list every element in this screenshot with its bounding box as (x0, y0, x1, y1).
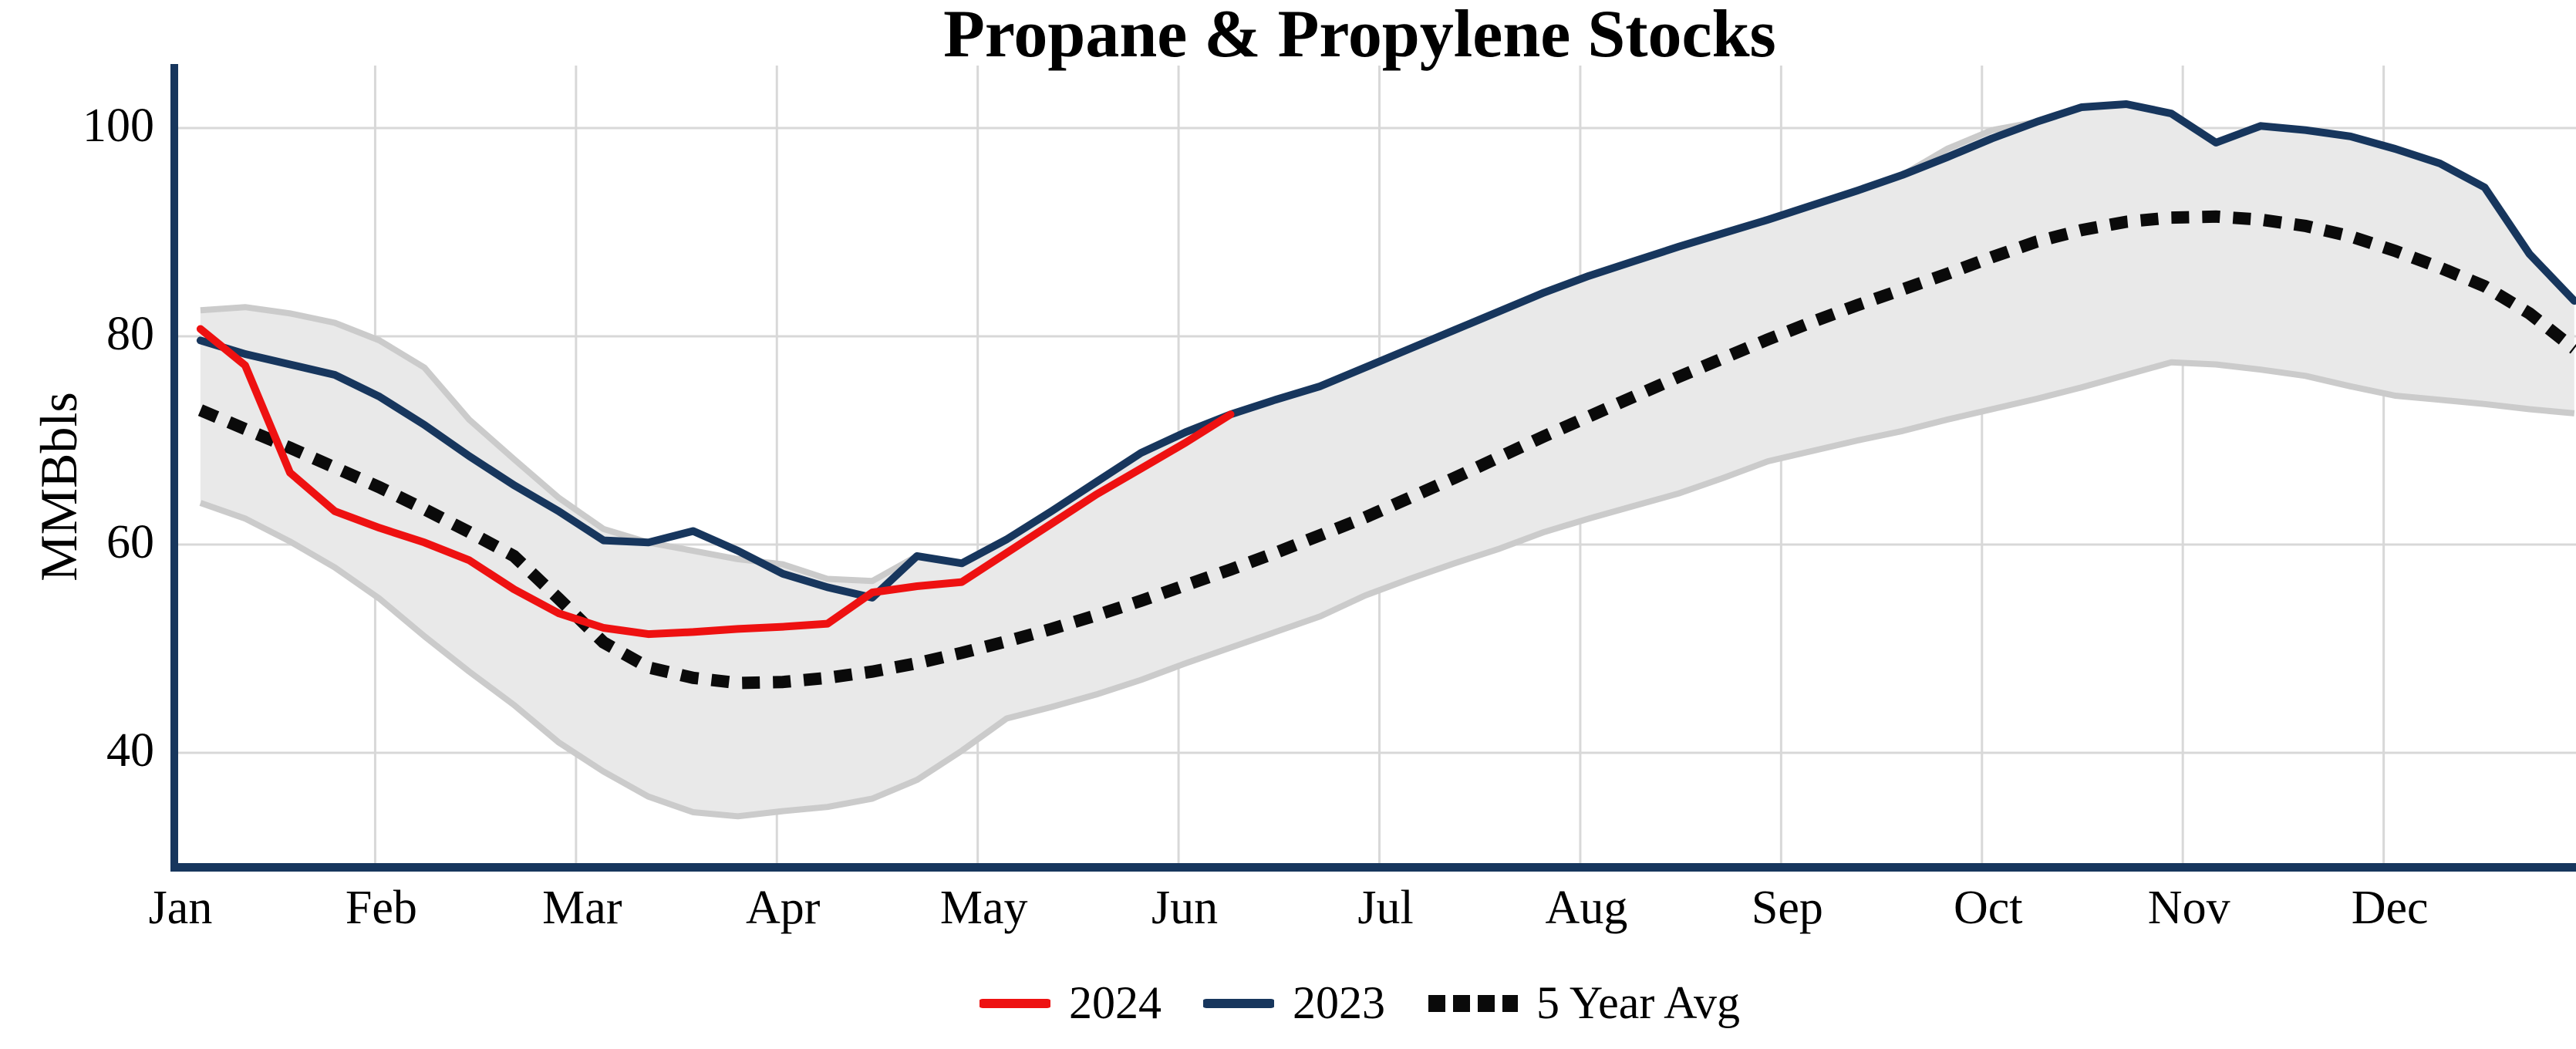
x-tick-label-jan: Jan (148, 882, 213, 934)
five-year-range-band-bottom-edge (199, 359, 2575, 820)
x-tick-label-dec: Dec (2351, 882, 2429, 934)
y-tick-label-100: 100 (83, 100, 154, 152)
y-tick-label-60: 60 (106, 516, 154, 568)
legend-swatch-5yr-avg-dotted-icon (1428, 994, 1519, 1012)
x-tick-label-jul: Jul (1357, 882, 1414, 934)
series-2023-line (196, 100, 2576, 602)
x-tick-label-may: May (939, 882, 1028, 934)
legend-label-2024: 2024 (1069, 977, 1162, 1028)
legend-swatch-2023-line-icon (1203, 998, 1275, 1008)
legend-label-2023: 2023 (1293, 977, 1386, 1028)
legend-item-5yr-avg: 5 Year Avg (1427, 976, 1740, 1030)
x-tick-label-nov: Nov (2147, 882, 2230, 934)
legend-swatch-2024-line-icon (979, 998, 1051, 1008)
x-tick-label-aug: Aug (1545, 882, 1628, 934)
x-tick-label-oct: Oct (1954, 882, 2023, 934)
series-5-year-avg-line (197, 210, 2576, 690)
series-2024-line (196, 325, 1235, 639)
legend-item-2023: 2023 (1203, 976, 1385, 1030)
x-tick-label-sep: Sep (1751, 882, 1823, 934)
chart-title: Propane & Propylene Stocks (943, 0, 1776, 72)
x-tick-label-feb: Feb (345, 882, 417, 934)
y-axis-spine (170, 64, 178, 867)
five-year-range-band (200, 104, 2574, 817)
legend-item-2024: 2024 (979, 976, 1162, 1030)
x-tick-label-apr: Apr (746, 882, 821, 934)
x-axis-spine (170, 863, 2576, 872)
x-tick-label-mar: Mar (542, 882, 622, 934)
legend-label-5yr-avg: 5 Year Avg (1536, 977, 1740, 1028)
x-tick-label-jun: Jun (1151, 882, 1219, 934)
y-tick-label-80: 80 (106, 308, 154, 360)
y-tick-label-40: 40 (106, 724, 154, 777)
legend: 2024 2023 5 Year Avg (143, 976, 2576, 1030)
